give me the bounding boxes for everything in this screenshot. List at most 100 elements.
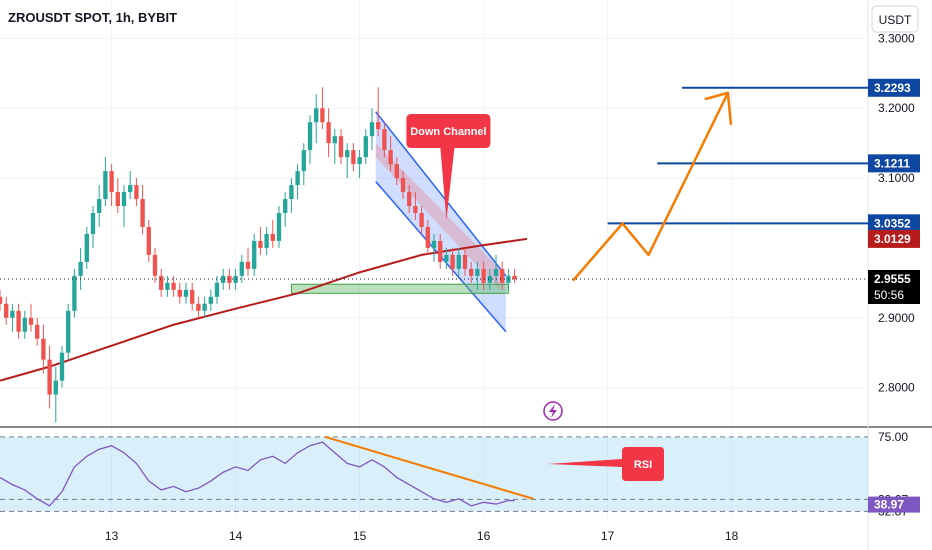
candle-body-73 [450,254,455,269]
candle-body-36 [221,275,226,283]
ma-price-tag: 3.0129 [874,232,911,246]
candle-body-59 [363,136,368,158]
candle-body-68 [419,213,424,227]
candle-body-29 [177,289,182,297]
candle-body-8 [47,359,52,395]
candle-body-50 [307,122,313,151]
target-price-tag-2-bg [868,214,920,233]
rsi-current-tag-bg [868,496,920,513]
candle-body-43 [264,233,269,248]
candle-body-54 [332,136,337,144]
candle-body-65 [400,178,406,193]
candle-body-55 [338,136,344,158]
rsi-current-tag: 38.97 [874,498,904,512]
candle-body-23 [140,199,145,227]
candle-body-33 [202,303,207,311]
candle-body-46 [283,199,288,213]
candle-body-74 [456,254,461,269]
channel-red-shade [375,143,500,290]
candle-body-11 [66,310,71,353]
y-tick-label-2: 3.1000 [878,171,915,185]
x-tick-label-14: 14 [229,529,243,543]
candle-body-69 [425,226,430,248]
candle-body-57 [351,150,356,165]
target-price-tag-1-bg [868,154,920,173]
target-price-tag-0-bg [868,78,920,97]
candle-body-61 [376,122,381,130]
currency-button[interactable]: USDT [871,5,919,33]
candle-body-27 [165,282,170,290]
projection-arrowhead [704,91,733,126]
candle-body-24 [146,226,151,255]
x-tick-label-18: 18 [725,529,739,543]
candle-body-15 [90,213,96,234]
down-channel-callout [406,114,491,220]
candle-body-56 [345,150,350,158]
candle-body-83 [512,275,517,280]
candle-body-16 [97,199,102,213]
candle-body-63 [388,150,393,165]
candle-body-0 [0,296,3,304]
candle-body-45 [276,213,282,241]
candle-body-62 [382,129,387,151]
candle-body-1 [4,303,9,318]
candle-body-66 [407,192,412,207]
candle-body-49 [301,150,306,172]
candle-body-13 [78,261,83,276]
candle-body-10 [59,352,65,381]
rsi-level-label-0: 75.00 [878,430,908,444]
last-price-tag: 2.9555 [874,272,911,286]
chart-title: ZROUSDT SPOT, 1h, BYBIT [8,10,177,25]
candle-body-48 [295,171,300,186]
candle-body-81 [500,268,505,283]
candle-body-32 [196,303,201,311]
candle-body-72 [444,254,449,262]
countdown-tag: 50:56 [874,288,904,302]
candle-body-38 [233,275,238,283]
candle-body-41 [252,240,257,269]
y-tick-label-0: 3.3000 [878,31,915,45]
target-price-tag-0: 3.2293 [874,81,911,95]
candle-body-25 [152,254,158,276]
lightning-icon[interactable] [543,401,563,421]
last-price-tag-bg [868,269,920,304]
y-tick-label-3: 2.9000 [878,311,915,325]
candle-body-20 [121,192,127,207]
rsi-band [0,436,868,512]
candle-body-4 [22,317,27,332]
candle-body-22 [134,185,139,200]
rsi-callout-label: RSI [634,459,652,471]
ma-price-tag-bg [868,229,920,248]
candle-body-60 [369,122,375,137]
candle-body-75 [462,254,468,269]
candle-body-3 [16,310,21,332]
rsi-callout [548,447,664,481]
candle-body-26 [159,275,164,290]
rsi-line [0,441,515,507]
candle-body-2 [10,310,15,318]
candle-body-71 [438,240,443,262]
candle-body-80 [493,268,499,276]
candle-body-77 [475,268,480,276]
target-price-tag-2: 3.0352 [874,216,911,230]
candle-body-64 [394,164,399,179]
candle-body-7 [41,338,46,360]
candle-body-37 [227,275,232,283]
candle-body-18 [109,171,114,193]
candle-body-31 [190,289,195,304]
candle-body-28 [171,282,176,290]
candle-body-42 [258,240,263,248]
candle-body-30 [183,289,189,297]
down-channel-label: Down Channel [410,126,486,138]
candle-body-78 [481,268,486,283]
rsi-divergence-line [324,435,534,500]
candle-body-58 [357,157,362,165]
candle-body-14 [84,233,89,262]
x-tick-label-13: 13 [105,529,119,543]
candle-body-67 [413,206,418,213]
x-tick-label-17: 17 [601,529,615,543]
candle-body-44 [270,233,275,241]
candle-body-5 [28,317,34,325]
projection-path [571,92,730,282]
